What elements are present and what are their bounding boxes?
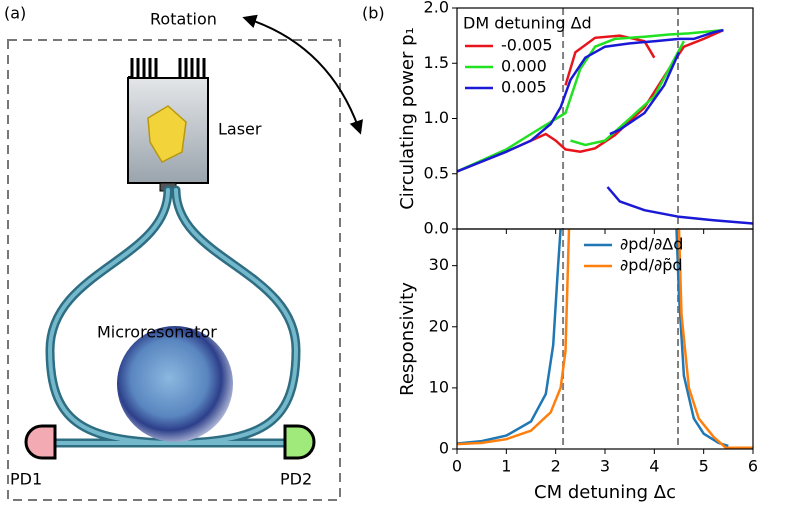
series-line [457,229,729,448]
y-tick-label: 1.5 [424,53,449,72]
y-tick-label: 20 [429,316,449,335]
series-line [457,28,753,225]
legend-label: ∂pd/∂Δd [620,235,683,254]
series-line [457,229,753,449]
x-axis-label: CM detuning Δc [534,482,676,503]
series-line [457,28,724,173]
y-tick-label: 0 [439,439,449,458]
y-tick-label: 0.5 [424,163,449,182]
legend-label: 0.000 [501,57,547,76]
x-tick-label: 4 [649,457,659,476]
pd2-icon [283,424,316,460]
frame [7,39,341,501]
x-tick-label: 0 [452,457,462,476]
x-tick-label: 5 [699,457,709,476]
y-tick-label: 0.0 [424,219,449,238]
x-tick-label: 3 [600,457,610,476]
pd2-label: PD2 [280,470,312,489]
series-line [457,28,724,173]
y-tick-label: 1.0 [424,108,449,127]
rotation-arrow [242,14,363,135]
microresonator [117,326,233,442]
panel-label: (b) [362,4,385,23]
legend-label: 0.005 [501,78,547,97]
gem [147,105,187,163]
legend-label: -0.005 [501,36,553,55]
resonator-label: Microresonator [97,323,217,342]
x-tick-label: 6 [748,457,758,476]
laser-label: Laser [218,120,262,139]
laser-fins [130,58,206,78]
y-axis-label: Circulating power p₁ [397,27,418,210]
legend-title: DM detuning Δd [463,14,592,33]
y-tick-label: 2.0 [424,0,449,17]
rotation-label: Rotation [150,10,217,29]
pd1-label: PD1 [10,470,42,489]
legend-label: ∂pd/∂p̃d [620,256,683,275]
panel-label: (a) [4,4,26,23]
x-tick-label: 2 [551,457,561,476]
y-tick-label: 10 [429,377,449,396]
diagram: (a) Rotation Laser Microresonator PD1 PD… [4,4,363,501]
y-axis-label: Responsivity [397,282,418,396]
pd1-icon [24,424,57,460]
y-tick-label: 30 [429,255,449,274]
x-tick-label: 1 [501,457,511,476]
plot-frame [456,228,754,450]
fiber [45,185,301,448]
